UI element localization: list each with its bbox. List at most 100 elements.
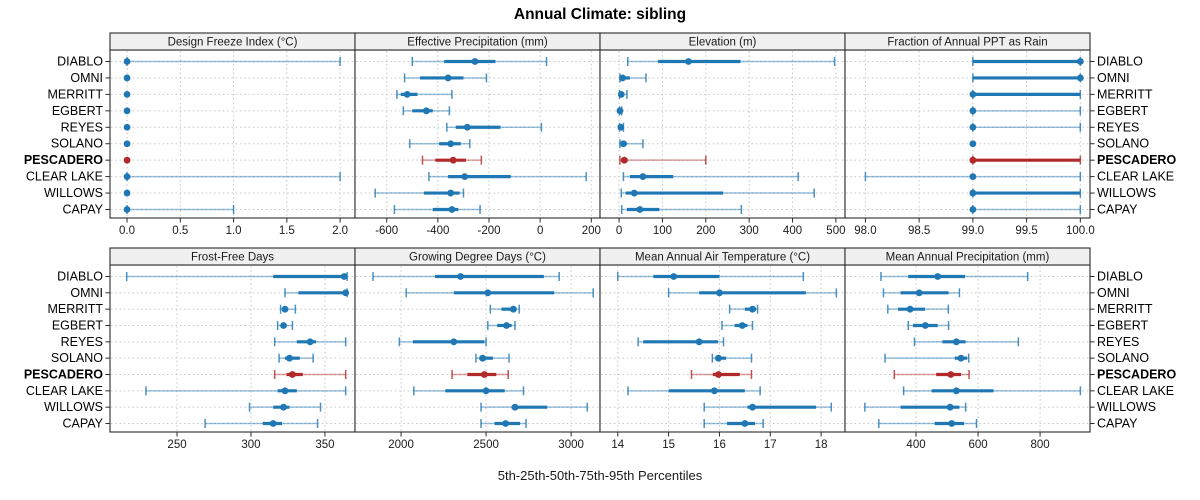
median-dot — [695, 338, 703, 346]
x-tick-label: 0 — [616, 225, 622, 237]
panel-fraction-of-annual-ppt-as-rain: 98.0 98.5 99.0 99.5 100.0 Fraction of Annual … — [844, 32, 1095, 237]
x-tick-label: 0.0 — [119, 225, 135, 237]
station-label-right: EGBERT — [1097, 319, 1149, 333]
station-label-left: SOLANO — [51, 137, 103, 151]
x-tick-label: 100.0 — [1066, 225, 1095, 237]
strip-title: Effective Precipitation (mm) — [407, 37, 548, 49]
panel-growing-degree-days-c: 2000 2500 3000 Growing Degree Days (°C) — [354, 247, 601, 451]
station-label-right: PESCADERO — [1097, 368, 1176, 382]
percentile-row-reyes — [398, 337, 487, 347]
x-tick-label: 350 — [315, 439, 334, 451]
percentile-row-pescadero — [619, 155, 707, 165]
median-dot — [616, 107, 624, 115]
median-dot — [340, 273, 348, 280]
median-dot — [969, 107, 977, 115]
station-label-right: MERRITT — [1097, 302, 1153, 316]
percentile-row-egbert — [721, 321, 754, 330]
median-dot — [463, 123, 471, 131]
percentile-row-reyes — [913, 337, 1020, 347]
percentile-row-reyes — [123, 123, 131, 131]
median-dot — [306, 338, 314, 346]
median-dot — [289, 371, 296, 378]
percentile-row-pescadero — [421, 155, 483, 165]
percentile-row-pescadero — [893, 370, 970, 379]
percentile-row-clear-lake — [864, 172, 1082, 182]
panel-design-freeze-index-c: 0.0 0.5 1.0 1.5 2.0 Design Freeze Index (°C) — [105, 32, 356, 237]
percentile-row-omni — [619, 73, 647, 83]
median-dot — [422, 107, 430, 115]
x-tick-label: -200 — [477, 225, 500, 237]
median-dot — [461, 173, 469, 181]
percentile-row-diablo — [617, 272, 805, 281]
percentile-row-capay — [480, 419, 527, 428]
median-dot — [934, 273, 942, 280]
median-dot — [123, 107, 131, 115]
median-dot — [447, 189, 455, 197]
x-tick-label: 3000 — [558, 439, 584, 451]
median-dot — [946, 403, 954, 411]
station-label-right: REYES — [1097, 335, 1139, 349]
station-label-right: SOLANO — [1097, 137, 1149, 151]
strip-title: Design Freeze Index (°C) — [168, 37, 298, 49]
percentile-row-merritt — [728, 304, 759, 314]
median-dot — [741, 420, 749, 427]
percentile-row-pescadero — [451, 370, 509, 379]
percentile-row-pescadero — [969, 155, 1082, 165]
percentile-row-willows — [620, 188, 815, 198]
median-dot — [123, 156, 131, 164]
median-dot — [448, 206, 456, 213]
percentile-row-willows — [480, 402, 588, 412]
percentile-row-solano — [884, 353, 970, 363]
x-tick-label: -600 — [375, 225, 398, 237]
median-dot — [921, 322, 929, 329]
station-label-left: CLEAR LAKE — [26, 384, 103, 398]
x-tick-label: 600 — [968, 439, 987, 451]
panel-effective-precipitation-mm: -600 -400 -200 0 200 Effective Precipitation … — [354, 32, 601, 237]
median-dot — [479, 354, 487, 362]
station-label-left: DIABLO — [57, 55, 103, 69]
x-tick-label: 14 — [611, 439, 624, 451]
x-tick-label: 1.0 — [226, 225, 242, 237]
median-dot — [123, 123, 131, 131]
panel-strip — [844, 32, 1091, 51]
percentile-row-reyes — [446, 122, 543, 132]
station-label-left: OMNI — [70, 71, 103, 85]
percentile-row-willows — [703, 402, 833, 412]
percentile-row-diablo — [125, 272, 348, 281]
percentile-row-omni — [667, 288, 838, 298]
median-dot — [123, 74, 131, 82]
percentile-row-clear-lake — [123, 172, 341, 182]
x-tick-label: 400 — [906, 439, 925, 451]
median-dot — [636, 206, 644, 213]
median-dot — [471, 58, 479, 65]
strip-title: Frost-Free Days — [191, 252, 274, 264]
percentile-row-merritt — [123, 90, 131, 98]
percentile-row-willows — [248, 402, 322, 412]
median-dot — [906, 305, 914, 313]
x-tick-label: -400 — [426, 225, 449, 237]
x-tick-label: 2000 — [388, 439, 414, 451]
median-dot — [749, 305, 756, 313]
median-dot — [947, 371, 955, 378]
median-dot — [457, 273, 464, 280]
percentile-row-solano — [711, 353, 753, 363]
station-label-left: CLEAR LAKE — [26, 170, 103, 184]
station-label-right: WILLOWS — [1097, 400, 1156, 414]
percentile-row-diablo — [972, 57, 1084, 66]
station-label-left: EGBERT — [52, 319, 104, 333]
panel-mean-annual-precipitation-mm: 400 600 800 Mean Annual Precipitation (mm) — [844, 247, 1095, 451]
percentile-row-diablo — [123, 57, 341, 66]
x-tick-label: 200 — [582, 225, 601, 237]
percentile-row-diablo — [627, 57, 836, 66]
median-dot — [749, 403, 756, 411]
station-label-right: OMNI — [1097, 286, 1130, 300]
median-dot — [447, 140, 455, 148]
median-dot — [286, 354, 293, 362]
percentile-row-willows — [374, 188, 465, 198]
median-dot — [969, 90, 977, 98]
percentile-row-omni — [284, 288, 350, 298]
percentile-row-solano — [278, 353, 314, 363]
percentile-row-reyes — [637, 337, 725, 347]
station-label-right: CAPAY — [1097, 417, 1138, 431]
